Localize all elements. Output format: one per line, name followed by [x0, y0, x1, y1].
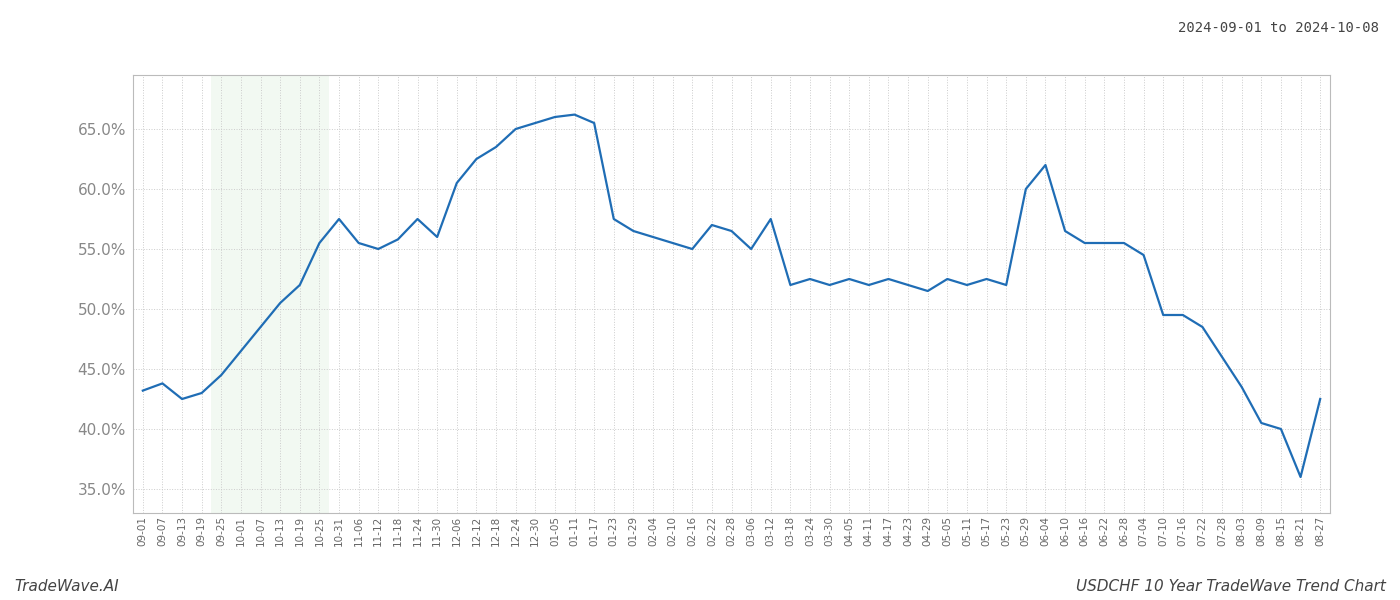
Text: USDCHF 10 Year TradeWave Trend Chart: USDCHF 10 Year TradeWave Trend Chart — [1077, 579, 1386, 594]
Text: TradeWave.AI: TradeWave.AI — [14, 579, 119, 594]
Text: 2024-09-01 to 2024-10-08: 2024-09-01 to 2024-10-08 — [1177, 21, 1379, 35]
Bar — [211, 75, 329, 513]
